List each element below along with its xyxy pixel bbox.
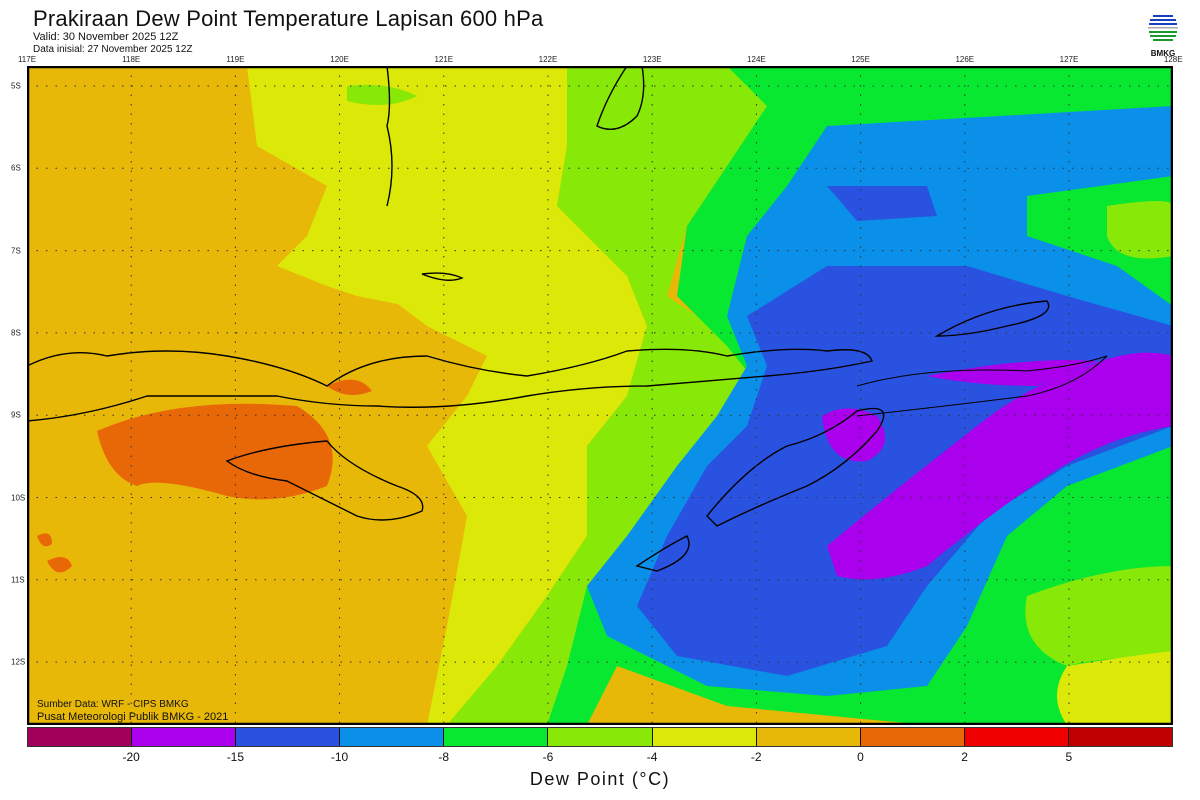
colorbar-tick-label: -20 (122, 750, 140, 764)
coastlines (27, 66, 1108, 572)
field-minus15-to-minus20 (822, 408, 885, 462)
colorbar-segment (964, 728, 1069, 746)
field-minus4-to-minus6 (347, 84, 417, 105)
longitude-label: 118E (122, 55, 141, 64)
latitude-label: 12S (11, 657, 26, 667)
graticule (27, 66, 1173, 725)
field-minus15-to-minus20 (827, 352, 1173, 580)
latitude-label: 9S (11, 410, 21, 420)
map-title: Prakiraan Dew Point Temperature Lapisan … (33, 6, 544, 31)
latitude-label: 10S (11, 493, 26, 502)
colorbar-tick-label: -8 (438, 750, 450, 764)
colorbar-segment (548, 728, 653, 746)
latitude-label: 5S (11, 81, 21, 91)
bmkg-logo: BMKG (1145, 12, 1181, 58)
longitude-label: 121E (434, 55, 454, 64)
field-minus2-to-minus4 (247, 66, 647, 725)
data-source: Sumber Data: WRF - CIPS BMKG (37, 699, 189, 710)
latitude-label: 8S (11, 328, 21, 338)
valid-time: Valid: 30 November 2025 12Z (33, 31, 179, 43)
field-minus15-to-minus20 (927, 360, 1097, 386)
colorbar-segment (28, 728, 133, 746)
logo-text: BMKG (1150, 49, 1176, 58)
sulawesi-coast (386, 66, 393, 207)
lesser-sunda-islands (27, 348, 873, 422)
longitude-label: 125E (851, 55, 870, 64)
field-minus2-to-minus4 (327, 266, 507, 326)
longitude-label: 127E (1059, 55, 1079, 64)
longitude-label: 119E (226, 55, 245, 64)
colorbar-tick-label: 5 (1065, 750, 1073, 764)
longitude-label: 120E (330, 55, 349, 64)
bmkg-logo-icon (1148, 13, 1178, 43)
colorbar-segment (860, 728, 965, 746)
field-minus4-to-minus6 (1025, 566, 1173, 666)
eez-boundary (856, 355, 1108, 417)
colorbar-tick-label: -2 (750, 750, 762, 764)
field-minus2-to-minus4 (1057, 651, 1173, 725)
longitude-label: 126E (955, 55, 975, 64)
colorbar-segment (756, 728, 861, 746)
colorbar (27, 727, 1173, 747)
colorbar-tick-label: 2 (961, 750, 968, 764)
field-minus10-to-minus15 (637, 186, 1173, 676)
dew-point-map[interactable] (27, 66, 1173, 725)
colorbar-segment (132, 728, 237, 746)
credit: Pusat Meteorologi Publik BMKG - 2021 (37, 711, 229, 723)
small-island (421, 272, 464, 281)
initial-time: Data inisial: 27 November 2025 12Z (33, 44, 193, 55)
colorbar-tick-label: -10 (330, 750, 349, 764)
latitude-label: 11S (11, 575, 25, 585)
colorbar-segment (340, 728, 445, 746)
longitude-label: 117E (17, 55, 37, 64)
colorbar-axis-label: Dew Point (°C) (529, 769, 671, 789)
colorbar-tick-label: 0 (857, 750, 864, 764)
field-0-to-2 (327, 379, 372, 395)
buton-coast (596, 66, 645, 130)
timor-island (706, 407, 885, 527)
longitude-label: 122E (538, 55, 558, 64)
longitude-label: 124E (747, 55, 766, 64)
map-frame (27, 66, 1173, 725)
latitude-label: 6S (11, 163, 21, 173)
sumba-island (225, 440, 424, 521)
colorbar-segment (444, 728, 549, 746)
field-minus4-to-minus6 (1107, 201, 1173, 259)
rote-island (635, 535, 690, 572)
field-0-to-2 (97, 403, 333, 500)
longitude-label: 128E (1163, 55, 1183, 64)
latitude-label: 7S (11, 246, 21, 256)
wetar-island (934, 300, 1050, 337)
colorbar-segment (236, 728, 341, 746)
field-0-to-2 (37, 533, 72, 573)
colorbar-tick-label: -4 (646, 750, 658, 764)
colorbar-segment (1068, 728, 1173, 746)
longitude-label: 123E (642, 55, 662, 64)
colorbar-tick-label: -6 (542, 750, 554, 764)
colorbar-segment (652, 728, 757, 746)
colorbar-tick-label: -15 (226, 750, 245, 764)
